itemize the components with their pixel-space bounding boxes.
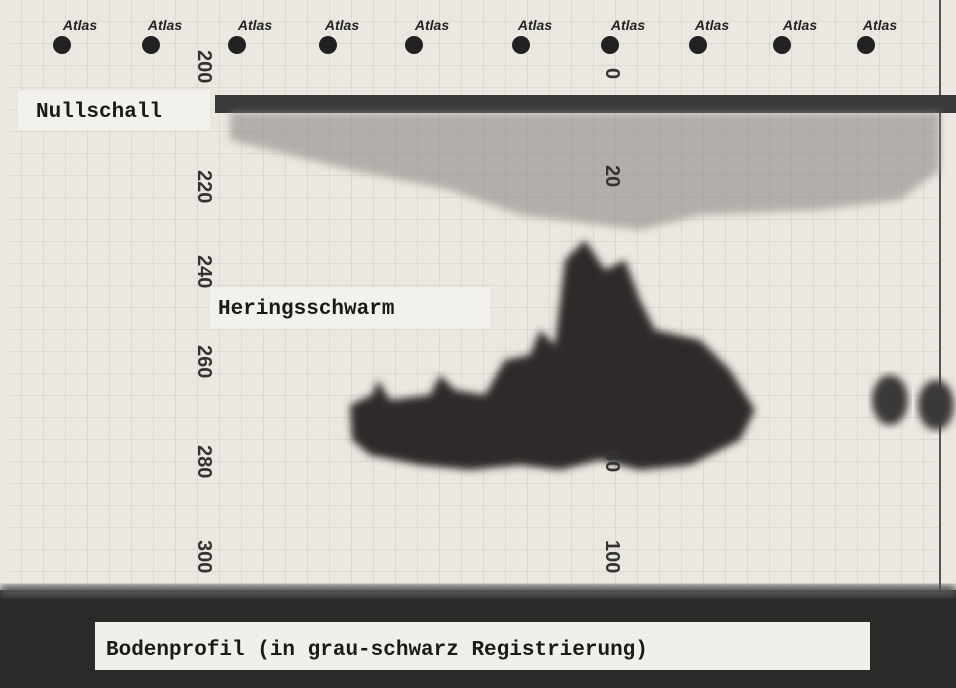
marker-dot (857, 36, 875, 54)
marker-dot (601, 36, 619, 54)
depth-label: 220 (193, 170, 215, 203)
bottom-label: Bodenprofil (in grau-schwarz Registrieru… (106, 639, 648, 662)
header-label: Atlas (414, 17, 449, 33)
header-label: Atlas (237, 17, 272, 33)
depth-label: 240 (193, 255, 215, 288)
header-label: Atlas (324, 17, 359, 33)
header-label: Atlas (610, 17, 645, 33)
header-label: Atlas (862, 17, 897, 33)
echo-blob (918, 380, 954, 430)
header-label: Atlas (782, 17, 817, 33)
depth-label: 280 (193, 445, 215, 478)
marker-dot (689, 36, 707, 54)
marker-dot (773, 36, 791, 54)
header-label: Atlas (62, 17, 97, 33)
seabed-edge (0, 585, 956, 597)
depth-label: 0 (601, 68, 623, 79)
echogram: Nullschall Heringsschwarm Bodenprofil (i… (0, 0, 956, 688)
header-label: Atlas (517, 17, 552, 33)
marker-dot (405, 36, 423, 54)
marker-dot (512, 36, 530, 54)
depth-label: 200 (193, 50, 215, 83)
depth-label: 20 (601, 165, 623, 187)
marker-dot (228, 36, 246, 54)
marker-dot (142, 36, 160, 54)
header-label: Atlas (694, 17, 729, 33)
school-label: Heringsschwarm (218, 298, 394, 321)
echo-blob (872, 375, 908, 425)
depth-label: 300 (193, 540, 215, 573)
depth-label: 260 (193, 345, 215, 378)
marker-dot (53, 36, 71, 54)
marker-dot (319, 36, 337, 54)
header-label: Atlas (147, 17, 182, 33)
zero-signal-band (215, 95, 956, 113)
depth-label: 100 (601, 540, 623, 573)
depth-label: 80 (601, 450, 623, 472)
zero-signal-label: Nullschall (36, 101, 162, 124)
